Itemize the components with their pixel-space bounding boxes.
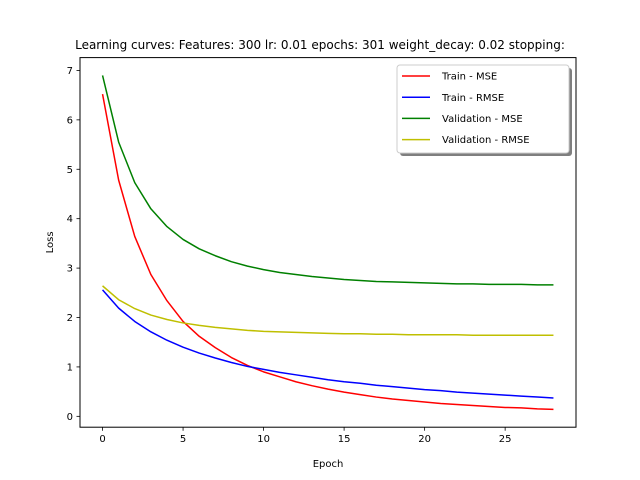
axis-ticks: 0 5 10 15 20 25 0 1 2 3 4 5 6 7 bbox=[67, 66, 512, 445]
y-tick-label: 0 bbox=[67, 412, 73, 423]
legend-label: Validation - RMSE bbox=[442, 135, 530, 146]
x-tick-label: 5 bbox=[180, 434, 186, 445]
x-axis-label: Epoch bbox=[313, 459, 344, 470]
axes-frame bbox=[79, 57, 577, 428]
legend: Train - MSE Train - RMSE Validation - MSE V… bbox=[396, 64, 572, 156]
y-tick-label: 7 bbox=[67, 66, 73, 77]
y-tick-label: 2 bbox=[67, 313, 73, 324]
x-tick-label: 25 bbox=[499, 434, 512, 445]
y-tick-label: 1 bbox=[67, 362, 73, 373]
x-tick-label: 15 bbox=[338, 434, 351, 445]
chart-title: Learning curves: Features: 300 lr: 0.01 … bbox=[75, 38, 565, 52]
legend-box bbox=[396, 64, 570, 154]
x-tick-label: 10 bbox=[257, 434, 270, 445]
plot-area bbox=[101, 75, 554, 411]
series-line-validation-mse bbox=[101, 75, 554, 286]
y-tick-label: 3 bbox=[67, 264, 73, 275]
legend-label: Train - MSE bbox=[441, 72, 497, 83]
x-tick-label: 0 bbox=[99, 434, 105, 445]
series-line-validation-rmse bbox=[102, 285, 554, 337]
legend-label: Validation - MSE bbox=[442, 114, 523, 125]
y-tick-label: 6 bbox=[67, 115, 73, 126]
y-axis-label: Loss bbox=[45, 231, 56, 253]
series-line-train-mse bbox=[101, 94, 554, 411]
series-line-train-rmse bbox=[101, 289, 554, 399]
x-tick-label: 20 bbox=[418, 434, 431, 445]
y-tick-label: 5 bbox=[67, 165, 73, 176]
y-tick-label: 4 bbox=[67, 214, 73, 225]
legend-label: Train - RMSE bbox=[441, 93, 504, 104]
